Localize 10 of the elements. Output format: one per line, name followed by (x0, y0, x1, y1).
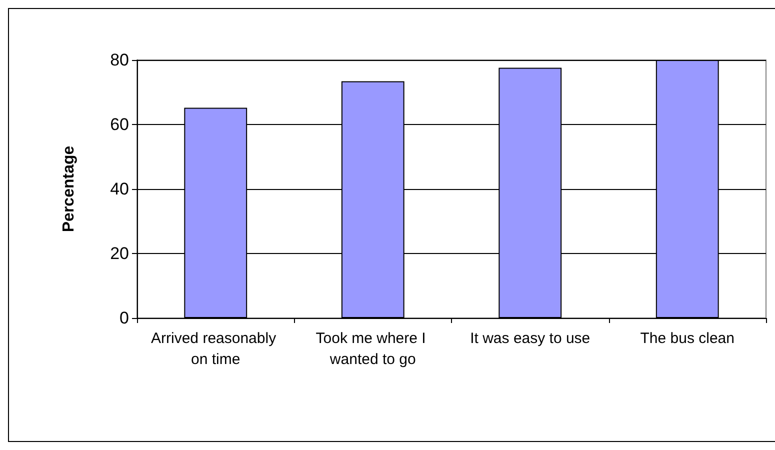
y-tick-label: 20 (110, 244, 129, 263)
x-tick-label: Arrived reasonably on time (151, 330, 280, 368)
y-tick-label: 80 (110, 50, 129, 70)
y-tick-label: 60 (110, 115, 129, 134)
x-tick-label: Took me where I wanted to go (316, 330, 430, 368)
x-tick-label: It was easy to use (470, 330, 590, 347)
x-tick-label: The bus clean (640, 330, 734, 347)
y-tick-label: 0 (120, 308, 129, 328)
y-tick-label: 40 (110, 180, 129, 198)
y-axis-title: Percentage (60, 146, 78, 232)
